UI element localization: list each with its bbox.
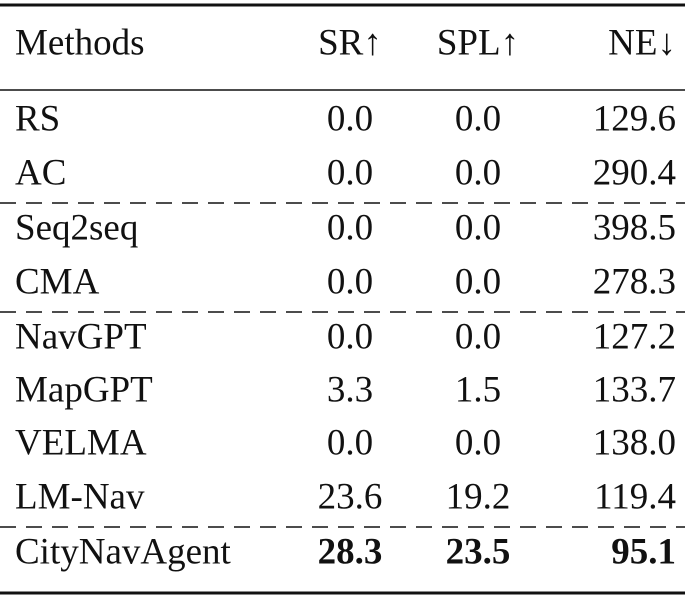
metric-cell: 0.0 (455, 316, 501, 357)
header-cell: Methods (15, 22, 145, 63)
metric-cell: 138.0 (593, 422, 676, 463)
metric-cell: 1.5 (455, 369, 501, 410)
metric-cell: 278.3 (593, 261, 676, 302)
metric-cell: 290.4 (593, 152, 676, 193)
method-name: CMA (15, 261, 100, 302)
method-name: RS (15, 98, 60, 139)
metric-cell: 0.0 (327, 207, 373, 248)
metric-cell: 119.4 (594, 476, 676, 517)
metric-cell: 19.2 (446, 476, 511, 517)
metric-cell: 133.7 (593, 369, 676, 410)
metric-cell: 129.6 (593, 98, 676, 139)
metric-cell: 0.0 (455, 98, 501, 139)
metric-cell: 0.0 (455, 422, 501, 463)
metric-cell: 0.0 (455, 261, 501, 302)
method-name: CityNavAgent (15, 531, 232, 572)
metric-cell: 127.2 (593, 316, 676, 357)
metric-cell: 23.5 (446, 531, 511, 572)
metric-cell: 0.0 (455, 207, 501, 248)
header-cell: NE↓ (608, 22, 676, 63)
method-name: NavGPT (15, 316, 147, 357)
header-cell: SR↑ (318, 22, 382, 63)
method-name: MapGPT (15, 369, 153, 410)
metric-cell: 0.0 (327, 261, 373, 302)
metric-cell: 0.0 (327, 152, 373, 193)
method-name: AC (15, 152, 66, 193)
metric-cell: 0.0 (327, 422, 373, 463)
metric-cell: 23.6 (318, 476, 383, 517)
metric-cell: 28.3 (318, 531, 383, 572)
metric-cell: 398.5 (593, 207, 676, 248)
metric-cell: 0.0 (327, 98, 373, 139)
method-name: Seq2seq (15, 207, 138, 248)
header-cell: SPL↑ (437, 22, 519, 63)
metric-cell: 95.1 (611, 531, 676, 572)
method-name: VELMA (15, 422, 147, 463)
metric-cell: 3.3 (327, 369, 373, 410)
metric-cell: 0.0 (327, 316, 373, 357)
metric-cell: 0.0 (455, 152, 501, 193)
method-name: LM-Nav (15, 476, 145, 517)
